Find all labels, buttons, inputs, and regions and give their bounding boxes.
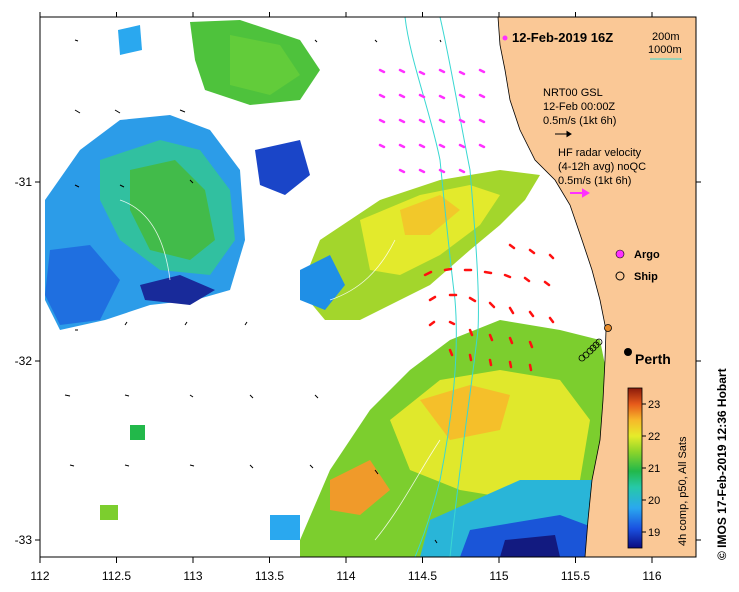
colorbar-label: 23 [648, 399, 660, 411]
sst-patches [45, 20, 615, 557]
x-ticks [39, 12, 653, 563]
hf-legend-line3: 0.5m/s (1kt 6h) [558, 175, 631, 187]
colorbar-label: 20 [648, 495, 660, 507]
perth-label: Perth [635, 351, 671, 367]
land-mass [497, 17, 696, 557]
hf-legend-arrow [570, 188, 590, 198]
x-tick-label: 112.5 [102, 569, 131, 583]
x-tick-label: 114.5 [408, 569, 437, 583]
y-axis-labels: -31 -32 -33 [15, 175, 33, 547]
wind-legend-arrow [555, 130, 572, 138]
x-tick-label: 114 [336, 569, 355, 583]
perth-marker [624, 348, 632, 356]
wind-legend-line3: 0.5m/s (1kt 6h) [543, 115, 616, 127]
depth-legend-1000m: 1000m [648, 44, 682, 56]
depth-legend-200m: 200m [652, 31, 680, 43]
wind-legend-line2: 12-Feb 00:00Z [543, 101, 615, 113]
ship-marker-icon [615, 271, 625, 281]
depth-contours [404, 17, 479, 557]
colorbar-label: 21 [648, 463, 660, 475]
hf-radar-vectors-magenta [378, 68, 486, 174]
hf-legend-line1: HF radar velocity [558, 147, 642, 159]
y-tick-label: -32 [15, 354, 33, 368]
hf-radar-vectors-red [423, 243, 555, 372]
x-tick-label: 115.5 [561, 569, 590, 583]
colorbar-label: 22 [648, 431, 660, 443]
x-tick-label: 113 [183, 569, 202, 583]
ship-legend-label: Ship [634, 271, 658, 283]
y-tick-label: -33 [15, 533, 33, 547]
hf-legend-line2: (4-12h avg) noQC [558, 161, 646, 173]
x-tick-label: 113.5 [255, 569, 284, 583]
title-marker [502, 35, 508, 41]
sst-colorbar: 19 20 21 22 23 4h comp, p50, All Sats [627, 387, 689, 549]
x-tick-label: 115 [489, 569, 508, 583]
copyright-label: © IMOS 17-Feb-2019 12:36 Hobart [715, 368, 729, 560]
model-vectors [64, 39, 442, 544]
colorbar-title: 4h comp, p50, All Sats [677, 436, 689, 546]
map-title: 12-Feb-2019 16Z [512, 30, 613, 45]
argo-marker-icon [615, 249, 625, 259]
y-tick-label: -31 [15, 175, 33, 189]
x-tick-label: 116 [642, 569, 661, 583]
x-axis-labels: 112 112.5 113 113.5 114 114.5 115 115.5 … [30, 569, 661, 583]
y-ticks [35, 181, 701, 541]
x-tick-label: 112 [30, 569, 49, 583]
wind-legend-line1: NRT00 GSL [543, 87, 603, 99]
argo-legend-label: Argo [634, 249, 660, 261]
plot-frame [39, 16, 697, 558]
ship-track [578, 324, 612, 362]
colorbar-label: 19 [648, 527, 660, 539]
